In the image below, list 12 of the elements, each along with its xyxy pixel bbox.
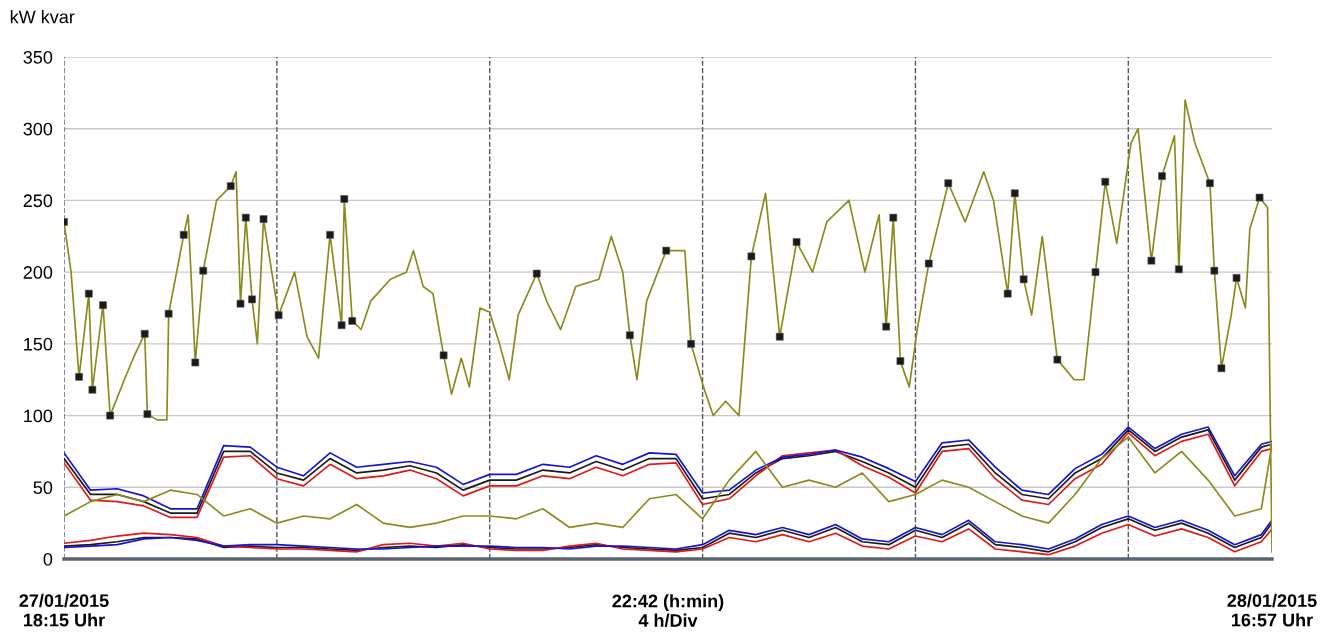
y-tick-label: 250: [23, 194, 53, 208]
y-tick-label: 0: [43, 552, 53, 566]
y-tick-label: 350: [23, 50, 53, 64]
y-tick-label: 150: [24, 337, 53, 351]
y-tick-label: 200: [23, 266, 53, 279]
y-tick-label: 50: [33, 481, 53, 495]
x-tick-label: 28/01/2015 16:57 Uhr: [1227, 593, 1317, 627]
x-axis-title: 22:42 (h:min) 4 h/Div: [612, 594, 724, 628]
y-tick-label: 300: [23, 122, 53, 136]
y-tick-label: 100: [24, 409, 53, 423]
y-axis-title: kW kvar: [10, 10, 75, 24]
x-tick-label: 27/01/2015 18:15 Uhr: [19, 593, 109, 627]
